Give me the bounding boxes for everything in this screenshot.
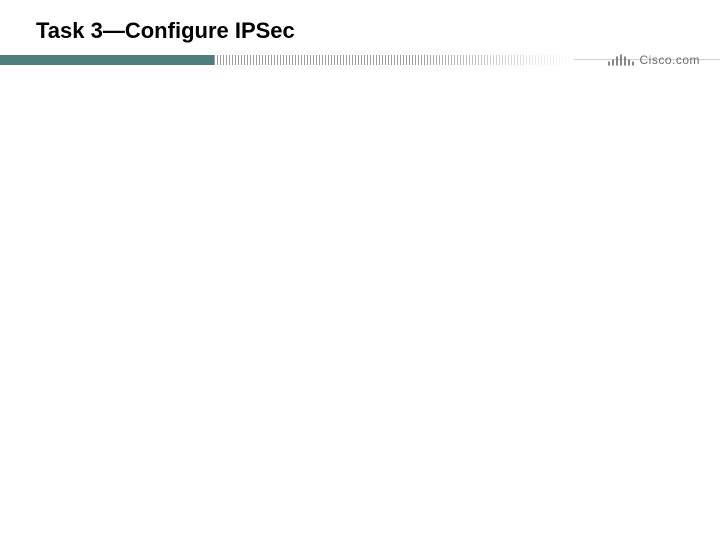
brand-area: Cisco.com: [610, 50, 700, 70]
header-ticks-fade: [214, 55, 574, 65]
slide-title: Task 3—Configure IPSec: [36, 18, 295, 44]
brand-text: Cisco.com: [639, 53, 700, 67]
slide: Task 3—Configure IPSec Cisco.com: [0, 0, 720, 540]
cisco-bridge-icon: [607, 52, 635, 68]
header-teal-block: [0, 55, 214, 65]
